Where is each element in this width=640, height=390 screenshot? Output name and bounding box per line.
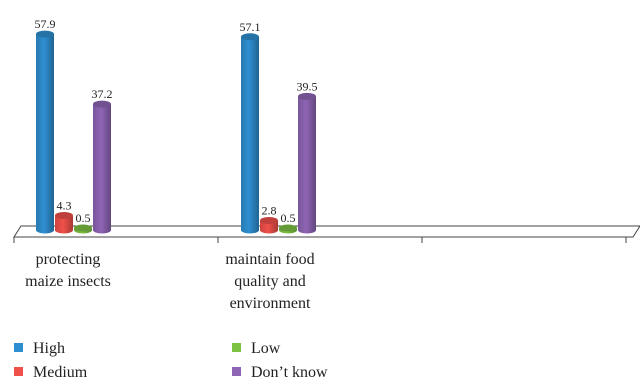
bar-cap (279, 224, 297, 232)
data-label-don-t-know-2: 39.5 (297, 79, 318, 93)
bar-body (93, 104, 111, 234)
data-label-medium-2: 2.8 (262, 204, 277, 218)
data-label-low-1: 0.5 (76, 211, 91, 225)
bar-cap (55, 211, 73, 219)
legend-item-dont-know: Don’t know (232, 364, 328, 382)
data-label-high-2: 57.1 (240, 20, 261, 34)
legend-swatch-low (232, 342, 241, 352)
data-labels: 57.9 4.3 0.5 37.2 57.1 2.8 0.5 39.5 (35, 17, 318, 225)
legend-label-high: High (33, 340, 65, 357)
bar-don-t-know-2 (298, 92, 316, 234)
bar-cap (36, 30, 54, 38)
legend-label-dont-know: Don’t know (251, 364, 328, 381)
bar-body (241, 36, 259, 234)
legend-swatch-medium (14, 366, 23, 376)
bar-low-2 (279, 224, 297, 234)
category-label-1: protecting maize insects (25, 251, 111, 290)
category-label-2: maintain food quality and environment (225, 251, 314, 312)
bar-high-1 (36, 30, 54, 234)
legend-item-high: High (14, 340, 65, 358)
x-axis-ticks (13, 237, 627, 243)
bar-body (36, 34, 54, 234)
bar-medium-1 (55, 211, 73, 234)
data-label-low-2: 0.5 (281, 211, 296, 225)
bar-cap (93, 100, 111, 108)
bar-body (55, 215, 73, 234)
bar-high-2 (241, 33, 259, 234)
data-label-high-1: 57.9 (35, 17, 56, 31)
bar-cap (241, 33, 259, 41)
legend-item-medium: Medium (14, 364, 87, 382)
bar-medium-2 (260, 217, 278, 234)
bar-series (36, 30, 316, 234)
bar-low-1 (74, 224, 92, 234)
bar-cap (260, 217, 278, 225)
legend-swatch-high (14, 342, 23, 352)
bar-cap (74, 224, 92, 232)
data-label-don-t-know-1: 37.2 (92, 87, 113, 101)
legend-item-low: Low (232, 340, 280, 358)
bar-body (298, 96, 316, 234)
plot-floor (13, 225, 640, 238)
bar-don-t-know-1 (93, 100, 111, 234)
legend-label-low: Low (251, 340, 281, 357)
data-label-medium-1: 4.3 (57, 198, 72, 212)
bar-cap (298, 92, 316, 100)
legend-swatch-dont-know (232, 366, 241, 376)
category-labels: protecting maize insects maintain food qual… (25, 251, 315, 312)
bar-body (260, 220, 278, 234)
legend-label-medium: Medium (33, 364, 88, 381)
